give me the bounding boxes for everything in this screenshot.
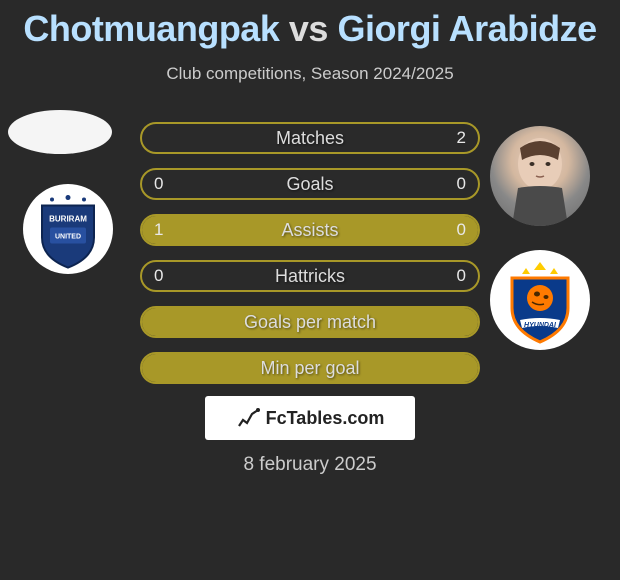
badge-text-hyundai: HYUNDAI bbox=[524, 322, 557, 329]
stat-row: Min per goal bbox=[140, 352, 480, 384]
stat-value-right: 0 bbox=[457, 266, 466, 286]
player2-avatar bbox=[490, 126, 590, 226]
stat-label: Matches bbox=[276, 128, 344, 149]
stat-value-left: 1 bbox=[154, 220, 163, 240]
stat-label: Hattricks bbox=[275, 266, 345, 287]
stat-value-right: 0 bbox=[457, 220, 466, 240]
stat-value-left: 0 bbox=[154, 266, 163, 286]
player-face-icon bbox=[490, 126, 590, 226]
buriram-shield-icon: BURIRAM UNITED bbox=[32, 192, 104, 270]
player1-name: Chotmuangpak bbox=[23, 8, 279, 49]
player2-name: Giorgi Arabidze bbox=[337, 8, 596, 49]
page-title: Chotmuangpak vs Giorgi Arabidze bbox=[0, 0, 620, 50]
stat-label: Goals per match bbox=[244, 312, 376, 333]
branding-text: FcTables.com bbox=[266, 408, 385, 429]
chart-icon bbox=[236, 405, 262, 431]
stat-label: Min per goal bbox=[260, 358, 359, 379]
stat-row: 0 Hattricks 0 bbox=[140, 260, 480, 292]
branding-badge[interactable]: FcTables.com bbox=[205, 396, 415, 440]
player1-avatar-placeholder bbox=[8, 110, 112, 154]
stat-row: Matches 2 bbox=[140, 122, 480, 154]
hyundai-shield-icon: HYUNDAI bbox=[490, 250, 590, 350]
player1-club-logo: BURIRAM UNITED bbox=[23, 184, 113, 274]
subtitle: Club competitions, Season 2024/2025 bbox=[0, 64, 620, 84]
stat-value-right: 0 bbox=[457, 174, 466, 194]
stats-container: Matches 2 0 Goals 0 1 Assists 0 0 Hattricks 0 Goals… bbox=[140, 122, 480, 398]
left-avatars: BURIRAM UNITED bbox=[8, 110, 113, 274]
badge-text-line1: BURIRAM bbox=[49, 215, 87, 224]
stat-value-right: 2 bbox=[457, 128, 466, 148]
stat-label: Goals bbox=[286, 174, 333, 195]
stat-row: 0 Goals 0 bbox=[140, 168, 480, 200]
vs-label: vs bbox=[289, 8, 328, 49]
stat-label: Assists bbox=[281, 220, 338, 241]
stat-row: Goals per match bbox=[140, 306, 480, 338]
stat-row: 1 Assists 0 bbox=[140, 214, 480, 246]
date-label: 8 february 2025 bbox=[0, 454, 620, 476]
stat-value-left: 0 bbox=[154, 174, 163, 194]
player2-club-logo: HYUNDAI bbox=[490, 250, 590, 350]
right-avatars: HYUNDAI bbox=[490, 126, 590, 350]
badge-text-line2: UNITED bbox=[55, 234, 81, 241]
